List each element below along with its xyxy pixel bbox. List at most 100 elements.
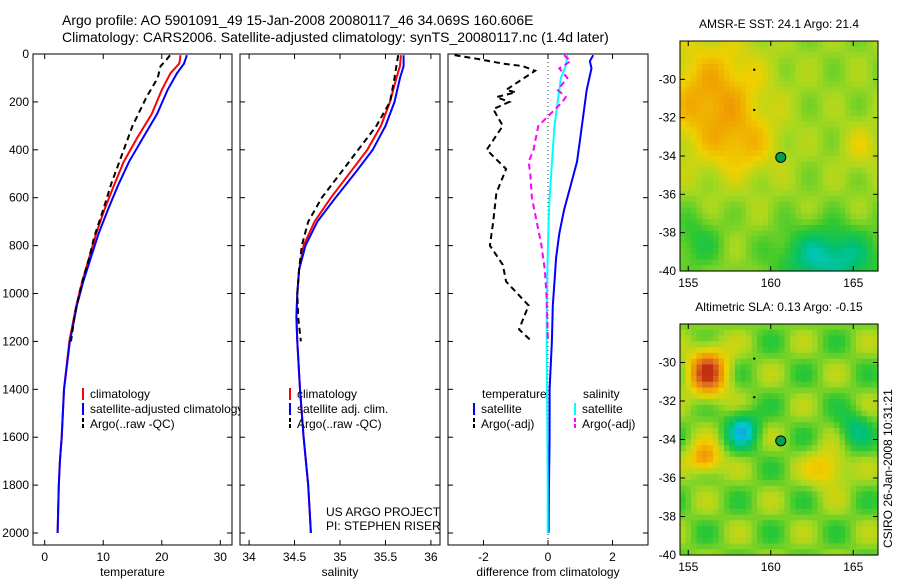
heatmap-cell	[751, 341, 758, 348]
heatmap-cell	[850, 242, 857, 249]
heatmap-cell	[823, 514, 830, 521]
heatmap-cell	[718, 433, 725, 441]
heatmap-cell	[702, 156, 709, 163]
heatmap-cell	[735, 404, 742, 412]
heatmap-cell	[845, 399, 852, 406]
heatmap-cell	[861, 98, 868, 105]
heatmap-cell	[834, 508, 841, 516]
heatmap-cell	[834, 64, 841, 71]
heatmap-cell	[872, 156, 879, 163]
heatmap-cell	[713, 387, 720, 394]
heatmap-cell	[790, 416, 797, 423]
heatmap-cell	[861, 364, 868, 371]
heatmap-cell	[867, 416, 874, 423]
heatmap-cell	[685, 427, 692, 435]
heatmap-cell	[680, 104, 687, 111]
heatmap-cell	[872, 427, 879, 435]
heatmap-cell	[702, 439, 709, 446]
heatmap-cell	[872, 127, 879, 134]
heatmap-cell	[768, 144, 775, 151]
heatmap-cell	[817, 393, 824, 400]
heatmap-cell	[735, 462, 742, 469]
heatmap-cell	[812, 433, 819, 441]
heatmap-cell	[861, 485, 868, 493]
heatmap-cell	[757, 526, 764, 533]
heatmap-cell	[685, 445, 692, 452]
heatmap-cell	[773, 375, 780, 383]
heatmap-cell	[724, 46, 731, 54]
heatmap-cell	[823, 352, 830, 360]
heatmap-cell	[790, 503, 797, 510]
heatmap-cell	[713, 184, 720, 192]
heatmap-cell	[762, 381, 769, 389]
heatmap-cell	[773, 451, 780, 458]
heatmap-cell	[680, 462, 687, 469]
heatmap-cell	[812, 127, 819, 134]
heatmap-cell	[850, 161, 857, 169]
heatmap-cell	[812, 219, 819, 226]
heatmap-cell	[795, 121, 802, 128]
track-point	[753, 108, 756, 112]
heatmap-cell	[680, 69, 687, 77]
heatmap-cell	[696, 404, 703, 412]
x-tick-label: 0	[41, 550, 48, 564]
heatmap-cell	[751, 230, 758, 238]
heatmap-cell	[702, 549, 709, 556]
heatmap-cell	[834, 445, 841, 452]
heatmap-cell	[834, 410, 841, 418]
heatmap-cell	[718, 156, 725, 163]
heatmap-cell	[707, 248, 714, 255]
heatmap-cell	[696, 202, 703, 209]
heatmap-cell	[735, 219, 742, 226]
heatmap-cell	[724, 230, 731, 238]
heatmap-cell	[839, 253, 846, 261]
heatmap-cell	[779, 543, 786, 550]
sst-map-panel: AMSR-E SST: 24.1 Argo: 21.4-30-32-34-36-…	[659, 17, 879, 290]
heatmap-cell	[751, 248, 758, 255]
csiro-timestamp: CSIRO 26-Jan-2008 10:31:21	[881, 389, 895, 548]
heatmap-cell	[735, 52, 742, 59]
heatmap-cell	[801, 364, 808, 371]
heatmap-cell	[790, 127, 797, 134]
heatmap-cell	[861, 508, 868, 516]
heatmap-cell	[680, 497, 687, 504]
heatmap-cell	[839, 110, 846, 117]
heatmap-cell	[867, 110, 874, 117]
heatmap-cell	[696, 127, 703, 134]
heatmap-cell	[828, 485, 835, 493]
heatmap-cell	[795, 410, 802, 418]
heatmap-cell	[740, 259, 747, 266]
heatmap-cell	[691, 242, 698, 249]
heatmap-cell	[718, 497, 725, 504]
heatmap-cell	[751, 110, 758, 117]
heatmap-cell	[817, 52, 824, 59]
heatmap-cell	[867, 127, 874, 134]
heatmap-cell	[680, 439, 687, 446]
heatmap-cell	[773, 427, 780, 435]
heatmap-cell	[729, 52, 736, 59]
heatmap-cell	[872, 92, 879, 100]
heatmap-cell	[867, 81, 874, 88]
heatmap-cell	[707, 184, 714, 192]
heatmap-cell	[762, 98, 769, 105]
heatmap-cell	[718, 393, 725, 400]
heatmap-cell	[762, 64, 769, 71]
heatmap-cell	[735, 144, 742, 151]
heatmap-cell	[729, 549, 736, 556]
heatmap-cell	[845, 341, 852, 348]
y-tick-label: 1000	[2, 287, 29, 301]
heatmap-cell	[839, 133, 846, 140]
y-tick-label: -34	[659, 149, 677, 163]
heatmap-cell	[746, 98, 753, 105]
heatmap-cell	[856, 58, 863, 65]
heatmap-cell	[812, 259, 819, 266]
heatmap-cell	[861, 190, 868, 197]
heatmap-cell	[718, 110, 725, 117]
heatmap-cell	[707, 381, 714, 389]
heatmap-cell	[773, 184, 780, 192]
heatmap-cell	[724, 184, 731, 192]
heatmap-cell	[702, 358, 709, 366]
heatmap-cell	[740, 503, 747, 510]
heatmap-cell	[751, 69, 758, 77]
heatmap-cell	[806, 156, 813, 163]
